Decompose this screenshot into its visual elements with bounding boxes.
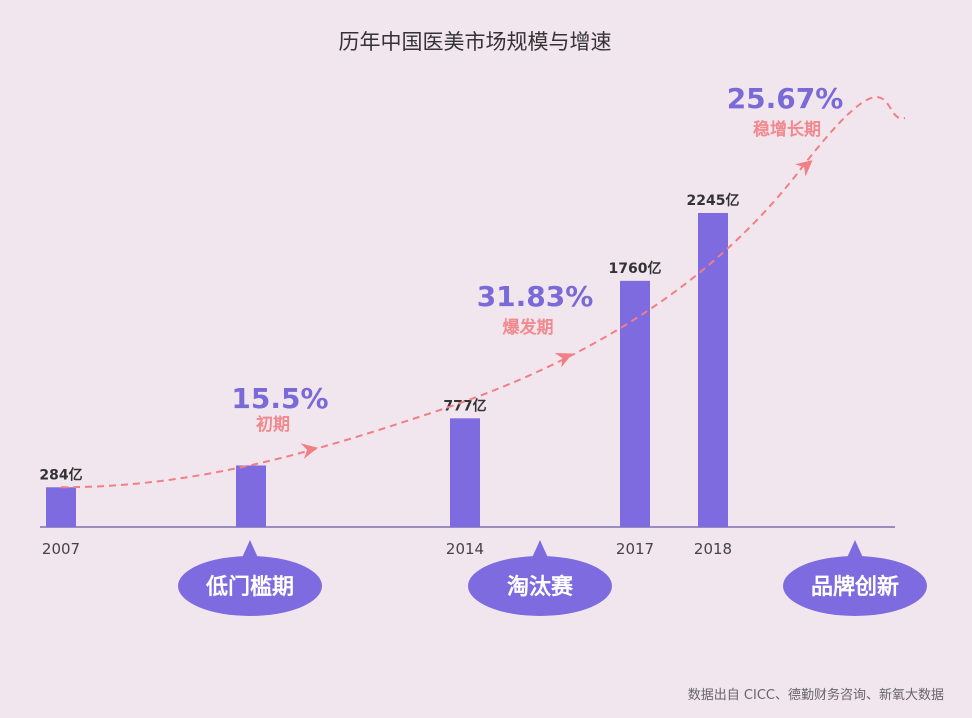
phase-label: 初期 [256,414,290,435]
chart-title: 历年中国医美市场规模与增速 [338,30,612,54]
stage-label: 低门槛期 [205,574,294,600]
stage-label: 淘汰赛 [507,574,574,600]
stage-label: 品牌创新 [811,574,899,600]
stage-bubble [178,556,322,616]
data-label: 777亿 [443,397,486,414]
x-tick-label: 2017 [616,540,654,558]
trend-arrow [795,160,813,177]
bar [698,213,728,527]
bubble-pointer [846,540,864,560]
phase-label: 稳增长期 [753,119,821,140]
bar [46,487,76,527]
bar [236,465,266,527]
bar [620,280,650,527]
bar [450,418,480,527]
trend-arrow [554,352,573,368]
growth-rate: 15.5% [231,382,328,415]
data-label: 1760亿 [609,260,662,277]
data-label: 284亿 [39,466,82,483]
stage-bubble [468,556,612,616]
growth-rate: 31.83% [477,280,594,313]
bubble-pointer [241,540,259,560]
phase-label: 爆发期 [503,317,554,338]
trend-arrow [300,443,318,459]
x-tick-label: 2007 [42,540,80,558]
trend-line [60,96,906,489]
bubble-pointer [531,540,549,560]
x-tick-label: 2014 [446,540,484,558]
data-label: 2245亿 [687,192,740,209]
source-note: 数据出自 CICC、德勤财务咨询、新氧大数据 [687,688,944,703]
growth-rate: 25.67% [727,82,844,115]
stage-bubble [783,556,927,616]
x-tick-label: 2018 [694,540,732,558]
